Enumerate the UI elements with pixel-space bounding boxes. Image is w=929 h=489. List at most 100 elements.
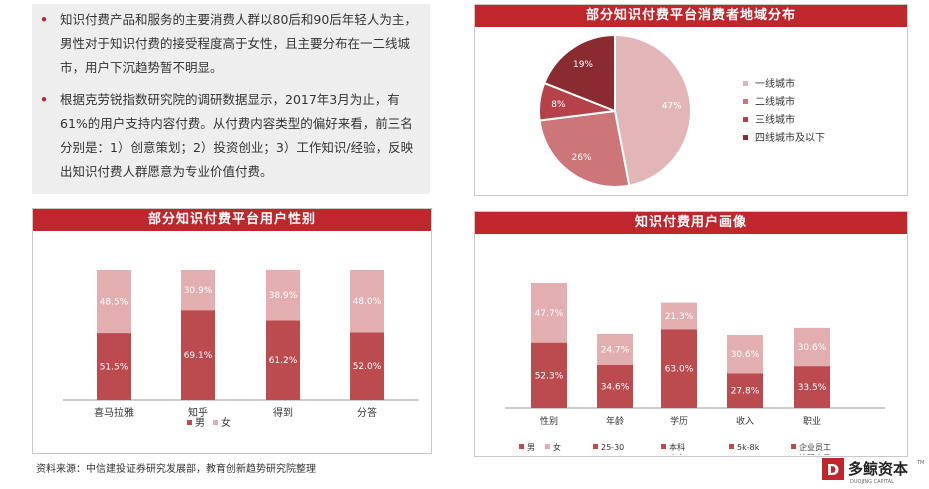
bottom-segment-bar [727, 373, 763, 408]
pie-slice-2 [538, 109, 631, 188]
female-bar-label: 30.9% [184, 286, 213, 296]
pie-legend-label: 一线城市 [755, 77, 795, 90]
male-bar [181, 310, 215, 400]
profile-legend-label: 企业员工 [799, 442, 831, 452]
logo-mark: D [827, 461, 839, 479]
bottom-segment-label: 33.5% [798, 383, 827, 393]
profile-legend-swatch [593, 444, 598, 449]
pie-legend-label: 三线城市 [755, 113, 795, 126]
pie-slice-4 [543, 33, 616, 113]
x-tick-label: 学历 [670, 415, 688, 427]
pie-slice-label: 8% [551, 100, 566, 110]
top-segment-label: 47.7% [535, 309, 564, 319]
male-bar [350, 332, 384, 400]
male-bar [266, 320, 300, 400]
bottom-segment-bar [597, 364, 633, 408]
profile-legend-swatch [729, 444, 734, 449]
bullet-1-text: 知识付费产品和服务的主要消费人群以80后和90后年轻人为主，男性对于知识付费的接… [60, 12, 417, 75]
summary-text-box: • 知识付费产品和服务的主要消费人群以80后和90后年轻人为主，男性对于知识付费… [32, 4, 430, 194]
female-bar [266, 269, 300, 321]
bullet-2: • 根据克劳锐指数研究院的调研数据显示，2017年3月为止，有61%的用户支持内… [40, 88, 425, 184]
male-bar [97, 333, 131, 400]
profile-legend-label: 本科 [669, 442, 685, 452]
profile-legend-swatch [661, 444, 666, 449]
profile-legend-label: 女 [553, 442, 561, 452]
pie-slice-label: 26% [571, 153, 591, 163]
x-tick-label: 知乎 [188, 406, 208, 419]
logo-mark-bg [822, 458, 844, 480]
top-segment-bar [794, 327, 830, 367]
pie-legend-label: 四线城市及以下 [755, 131, 825, 144]
top-segment-label: 30.6% [731, 350, 760, 360]
female-bar [350, 270, 384, 333]
profile-bar-chart: 52.3% 47.7% 性别 34.6% 24.7% 年龄 63.0% 21.3% 学历 27.8… [505, 283, 885, 455]
x-tick-label: 喜马拉雅 [94, 406, 134, 419]
female-bar-label: 38.9% [269, 291, 298, 301]
pie-legend-label: 二线城市 [755, 95, 795, 108]
bullet-1: • 知识付费产品和服务的主要消费人群以80后和90后年轻人为主，男性对于知识付费… [40, 8, 425, 80]
pie-legend-swatch [743, 99, 748, 104]
profile-legend-label: 男 [527, 443, 535, 452]
profile-legend-label: 3k-5k [737, 454, 760, 455]
pie-slice-label: 19% [573, 60, 593, 70]
profile-chart-title: 知识付费用户画像 [475, 212, 907, 234]
bullet-marker: • [40, 92, 48, 107]
x-tick-label: 得到 [273, 407, 293, 419]
profile-legend-swatch [545, 444, 550, 449]
pie-legend-swatch [743, 81, 748, 86]
profile-legend-label: 5k-8k [737, 443, 760, 452]
profile-legend-label: 25-30 [601, 443, 624, 452]
legend-swatch-male [187, 420, 192, 425]
logo-trademark: TM [916, 460, 924, 466]
pie-slice-1 [614, 33, 692, 187]
male-bar-label: 61.2% [269, 356, 298, 366]
female-bar-label: 48.5% [100, 298, 129, 308]
female-bar [97, 270, 131, 334]
profile-legend-label: 管理人员 [799, 453, 831, 455]
bottom-segment-bar [794, 366, 830, 408]
top-segment-bar [597, 333, 633, 365]
male-bar-label: 69.1% [184, 351, 213, 361]
region-chart-title: 部分知识付费平台消费者地域分布 [475, 5, 907, 27]
male-bar-label: 52.0% [353, 362, 382, 372]
profile-chart-panel: 知识付费用户画像 52.3% 47.7% 性别 34.6% 24.7% 年龄 63.0% 21… [474, 211, 908, 457]
legend-label-male: 男 [195, 417, 205, 429]
region-chart-panel: 部分知识付费平台消费者地域分布 47% 26% 8% 19% 一线城市 二线城市 三线城市四… [474, 4, 908, 196]
male-bar-label: 51.5% [100, 363, 129, 373]
x-tick-label: 收入 [736, 415, 754, 427]
bottom-segment-label: 27.8% [731, 387, 760, 397]
legend-label-female: 女 [221, 416, 231, 429]
profile-legend-swatch [791, 444, 796, 449]
bullet-2-text: 根据克劳锐指数研究院的调研数据显示，2017年3月为止，有61%的用户支持内容付… [60, 92, 414, 179]
top-segment-label: 21.3% [665, 312, 694, 322]
x-tick-label: 年龄 [606, 415, 624, 427]
pie-legend-swatch [743, 135, 748, 140]
bottom-segment-label: 52.3% [535, 371, 564, 381]
gender-chart-title: 部分知识付费平台用户性别 [33, 209, 431, 231]
top-segment-bar [727, 335, 763, 374]
duojing-logo: D 多鲸资本 DUOJING CAPITAL TM [822, 458, 924, 485]
logo-name: 多鲸资本 [848, 460, 908, 478]
profile-legend-label: 大专 [669, 453, 685, 455]
logo-subtitle: DUOJING CAPITAL [850, 479, 894, 485]
x-tick-label: 性别 [540, 415, 558, 427]
bullet-marker: • [40, 12, 48, 27]
x-tick-label: 分答 [357, 406, 377, 419]
top-segment-label: 30.6% [798, 343, 827, 353]
top-segment-label: 24.7% [601, 345, 630, 355]
bottom-segment-bar [531, 342, 567, 408]
bottom-segment-label: 34.6% [601, 382, 630, 392]
gender-bar-chart: 51.5% 48.5% 喜马拉雅 69.1% 30.9% 知乎 61.2% 38.9% 得到 52… [63, 269, 419, 429]
gender-chart-panel: 部分知识付费平台用户性别 51.5% 48.5% 喜马拉雅 69.1% 30.9% 知乎 6… [32, 208, 432, 454]
female-bar-label: 48.0% [353, 297, 382, 307]
top-segment-bar [531, 283, 567, 343]
source-note: 资料来源：中信建投证券研究发展部，教育创新趋势研究院整理 [36, 464, 316, 475]
bottom-segment-label: 63.0% [665, 365, 694, 375]
pie-legend-swatch [743, 117, 748, 122]
profile-legend-swatch [519, 444, 524, 449]
profile-legend-label: 31-35 [601, 454, 624, 455]
x-tick-label: 职业 [803, 416, 821, 427]
female-bar [181, 270, 215, 311]
bottom-segment-bar [661, 329, 697, 408]
